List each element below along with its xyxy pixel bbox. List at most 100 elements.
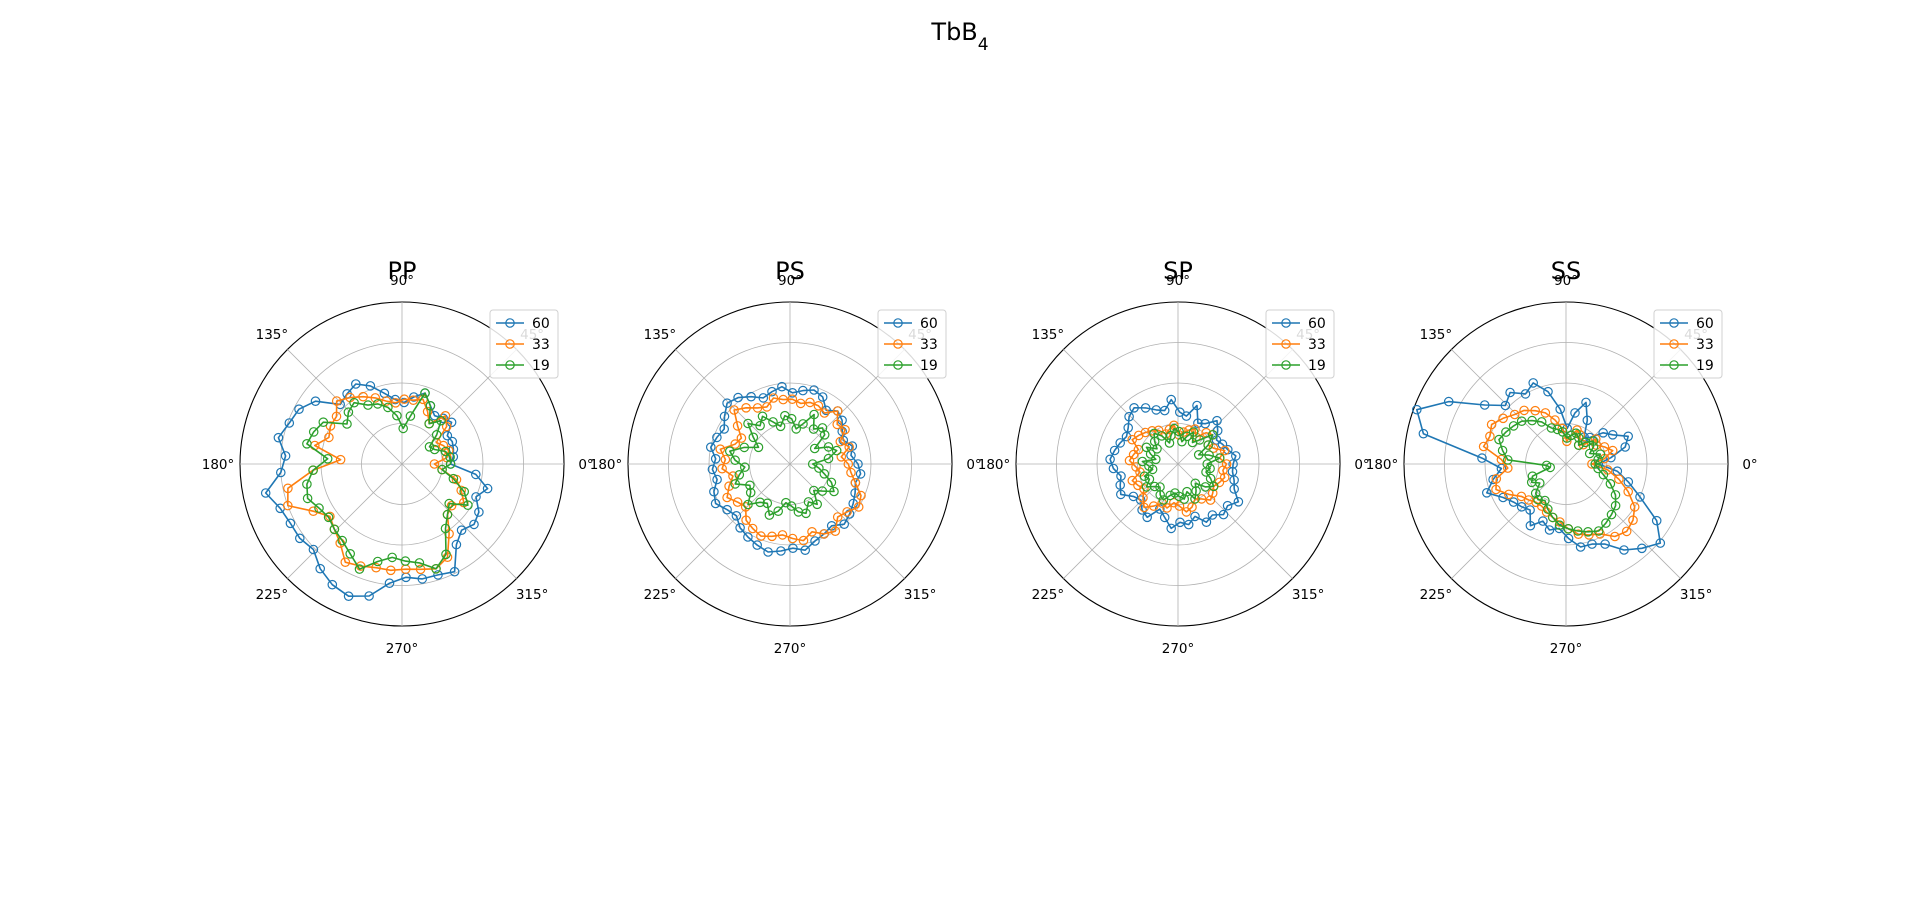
data-point-19 (1610, 500, 1621, 511)
data-point-33 (1169, 497, 1179, 508)
data-point-19 (739, 462, 750, 472)
data-point-19 (1147, 464, 1158, 475)
data-point-19 (1190, 478, 1201, 489)
data-point-60 (1619, 545, 1629, 555)
data-point-19 (803, 497, 814, 507)
data-point-60 (285, 518, 296, 529)
legend-marker-19 (505, 360, 515, 370)
data-point-60 (800, 545, 810, 555)
data-point-33 (798, 535, 809, 546)
data-point-19 (730, 479, 740, 489)
data-point-60 (1212, 415, 1222, 426)
data-point-60 (1166, 523, 1176, 534)
data-point-60 (1508, 497, 1519, 507)
data-point-60 (1231, 451, 1241, 461)
data-point-60 (1520, 389, 1531, 399)
data-point-19 (1165, 490, 1175, 501)
data-point-60 (839, 519, 849, 529)
data-point-19 (1137, 456, 1148, 467)
data-point-19 (817, 486, 828, 496)
data-point-19 (318, 417, 329, 427)
data-point-33 (843, 459, 854, 469)
legend-marker-60 (1669, 318, 1679, 328)
data-point-60 (1581, 397, 1591, 408)
legend: 60 33 19 (877, 309, 947, 379)
data-point-33 (1491, 473, 1502, 484)
data-point-60 (1190, 511, 1200, 522)
data-point-60 (1600, 539, 1610, 549)
data-point-60 (417, 574, 428, 584)
data-point-19 (798, 419, 808, 429)
data-point-19 (1182, 431, 1192, 442)
data-point-19 (809, 409, 819, 420)
data-point-19 (762, 498, 773, 509)
data-point-33 (819, 529, 829, 539)
data-point-33 (1162, 503, 1172, 513)
data-point-33 (724, 481, 734, 491)
data-point-60 (343, 591, 354, 601)
data-point-33 (720, 454, 731, 465)
data-point-60 (1105, 454, 1115, 465)
data-point-33 (1138, 492, 1148, 503)
data-point-33 (722, 492, 732, 503)
data-point-19 (1598, 469, 1609, 480)
angular-gridline (401, 463, 517, 579)
theta-tick-label: 0° (578, 457, 593, 473)
data-point-60 (798, 385, 808, 396)
data-point-19 (436, 415, 446, 426)
data-point-60 (1175, 517, 1185, 528)
data-point-60 (848, 498, 858, 509)
data-point-60 (719, 411, 730, 422)
data-point-19 (1145, 449, 1156, 459)
data-point-19 (387, 552, 397, 563)
angular-gridline (675, 463, 791, 579)
data-point-19 (444, 498, 454, 509)
data-point-33 (850, 477, 861, 488)
data-point-60 (1623, 431, 1633, 442)
data-point-33 (747, 523, 758, 534)
data-point-19 (1516, 416, 1527, 426)
data-point-33 (778, 394, 788, 405)
data-point-33 (1133, 430, 1144, 441)
data-point-60 (1227, 466, 1238, 477)
data-point-33 (1519, 405, 1529, 416)
theta-tick-label: 270° (386, 641, 419, 657)
data-point-60 (1606, 452, 1616, 463)
legend-marker-19 (1669, 360, 1679, 370)
data-point-19 (445, 459, 456, 469)
data-point-19 (1593, 526, 1604, 536)
data-point-19 (745, 487, 756, 498)
series-line-60 (1416, 382, 1662, 551)
data-point-60 (433, 570, 443, 580)
data-point-19 (1535, 478, 1545, 488)
data-point-60 (855, 469, 866, 479)
angular-gridline (287, 349, 403, 465)
data-point-60 (712, 474, 722, 485)
data-point-60 (1538, 516, 1548, 526)
data-point-19 (1583, 526, 1593, 537)
data-point-33 (1610, 531, 1620, 542)
data-point-19 (1552, 424, 1563, 435)
theta-tick-label: 315° (516, 587, 549, 603)
panel-title: PS (775, 257, 805, 285)
figure-title-subscript: 4 (978, 35, 989, 55)
data-point-33 (1205, 495, 1216, 505)
data-point-33 (1218, 465, 1228, 476)
data-point-19 (743, 499, 753, 510)
data-point-33 (1124, 455, 1135, 466)
theta-tick-label: 270° (774, 641, 807, 657)
data-point-60 (275, 467, 286, 478)
data-point-60 (1598, 427, 1608, 438)
data-point-19 (1571, 428, 1581, 438)
data-point-33 (381, 396, 392, 406)
data-point-33 (1509, 409, 1520, 420)
data-point-19 (337, 535, 347, 546)
data-point-33 (767, 531, 777, 542)
data-point-60 (1123, 422, 1133, 433)
data-point-60 (350, 379, 361, 389)
theta-tick-label: 315° (1292, 587, 1325, 603)
data-point-60 (1516, 501, 1527, 512)
data-point-19 (1149, 481, 1160, 492)
data-point-19 (1503, 455, 1513, 465)
